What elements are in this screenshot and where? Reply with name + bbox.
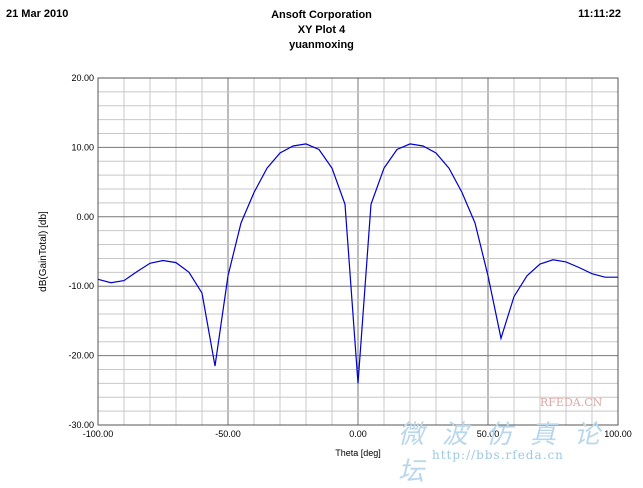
x-axis-label: Theta [deg] bbox=[335, 448, 381, 458]
x-tick-label: -100.00 bbox=[83, 429, 114, 439]
y-tick-label: -20.00 bbox=[68, 351, 94, 361]
watermark-chinese: 微波仿真论坛 bbox=[398, 420, 619, 487]
y-tick-label: 10.00 bbox=[71, 142, 94, 152]
xy-plot: -100.00 -50.00 0.00 50.00 100.00 -30.00 -20.00… bbox=[38, 73, 632, 458]
tick-labels: -100.00 -50.00 0.00 50.00 100.00 -30.00 -20.00… bbox=[68, 73, 631, 439]
x-tick-label: 0.00 bbox=[349, 429, 367, 439]
y-tick-label: 0.00 bbox=[76, 212, 94, 222]
gain-curve bbox=[97, 143, 618, 384]
watermark-brand: RFEDA.CN bbox=[540, 396, 603, 409]
y-tick-label: -10.00 bbox=[68, 281, 94, 291]
design-title: yuanmoxing bbox=[289, 39, 354, 51]
company-title: Ansoft Corporation bbox=[271, 9, 372, 21]
x-tick-label: 50.00 bbox=[477, 429, 500, 439]
y-axis-label: dB(GainTotal) [db] bbox=[38, 211, 49, 292]
grid bbox=[97, 77, 619, 426]
y-tick-label: 20.00 bbox=[71, 73, 94, 83]
x-tick-label: 100.00 bbox=[604, 429, 632, 439]
plot-frame bbox=[97, 77, 619, 426]
y-tick-label: -30.00 bbox=[68, 420, 94, 430]
plot-title: XY Plot 4 bbox=[297, 24, 346, 36]
time-label: 11:11:22 bbox=[578, 8, 621, 20]
plot-titles: Ansoft Corporation XY Plot 4 yuanmoxing bbox=[0, 8, 643, 53]
date-label: 21 Mar 2010 bbox=[6, 8, 69, 20]
x-tick-label: -50.00 bbox=[215, 429, 241, 439]
watermark-url: http://bbs.rfeda.cn bbox=[432, 448, 564, 462]
